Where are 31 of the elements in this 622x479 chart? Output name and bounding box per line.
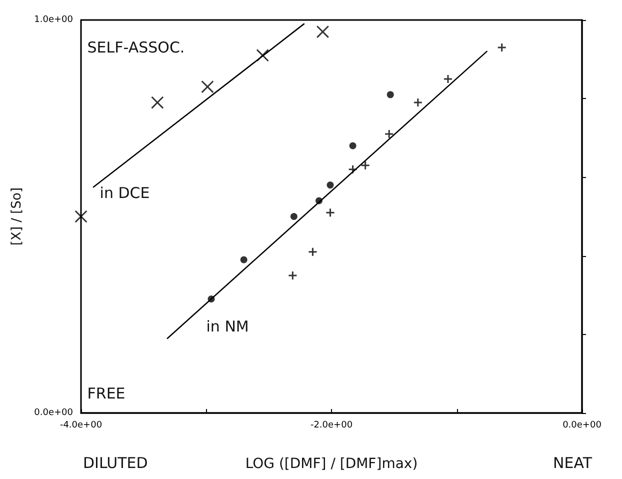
annotation: FREE bbox=[87, 384, 126, 402]
point bbox=[316, 25, 330, 38]
point bbox=[256, 48, 270, 62]
point bbox=[288, 270, 298, 280]
x-axis-title: LOG ([DMF] / [DMF]max) bbox=[245, 456, 418, 472]
point bbox=[240, 256, 248, 264]
x-tick-label: -2.0e+00 bbox=[310, 420, 353, 430]
point bbox=[290, 213, 298, 220]
point bbox=[386, 91, 394, 98]
y-axis-title: [X] / [So] bbox=[9, 187, 24, 246]
y-tick-label: 1.0e+00 bbox=[34, 15, 74, 25]
point bbox=[360, 160, 370, 170]
point bbox=[348, 164, 358, 174]
point bbox=[325, 208, 335, 218]
annotation: in NM bbox=[206, 318, 249, 336]
point bbox=[413, 98, 423, 108]
point bbox=[497, 42, 507, 52]
text: NEAT bbox=[553, 454, 593, 472]
point bbox=[74, 210, 88, 223]
annotation: SELF-ASSOC. bbox=[87, 38, 185, 57]
point bbox=[308, 247, 318, 257]
point bbox=[384, 129, 394, 139]
text: DILUTED bbox=[83, 454, 148, 472]
x-tick-label: 0.0e+00 bbox=[562, 420, 602, 430]
annotation: in DCE bbox=[100, 184, 150, 202]
point bbox=[326, 182, 334, 189]
x-tick-label: -4.0e+00 bbox=[60, 420, 102, 430]
point bbox=[201, 80, 214, 94]
point bbox=[349, 142, 356, 150]
point bbox=[443, 74, 453, 84]
point bbox=[150, 96, 164, 109]
